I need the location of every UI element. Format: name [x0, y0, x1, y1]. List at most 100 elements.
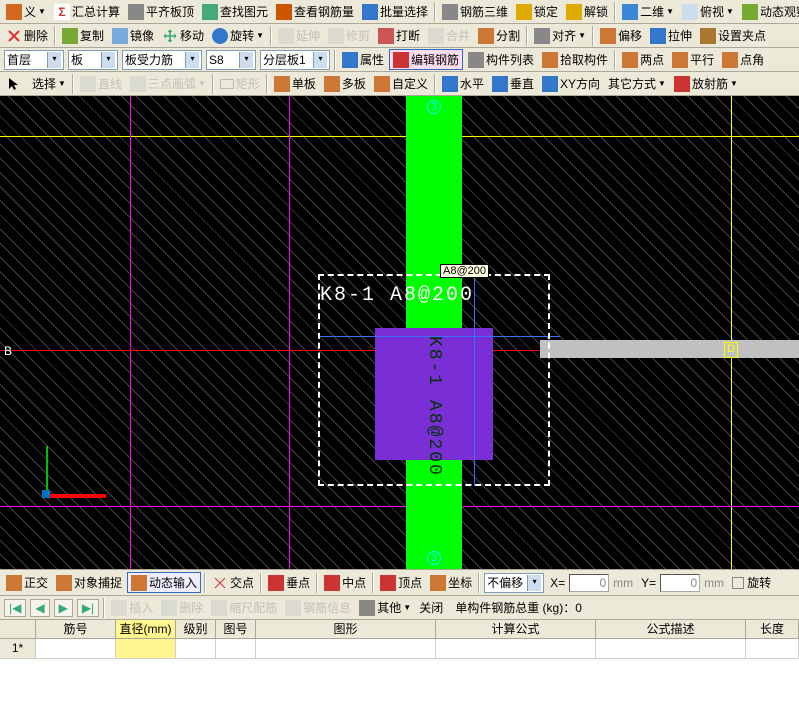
tbtn-mirror[interactable]: 镜像: [109, 26, 157, 45]
rebar-table-row-1[interactable]: 1*: [0, 639, 799, 659]
separator: [526, 26, 528, 46]
dd-offset-mode[interactable]: 不偏移▾: [484, 573, 544, 593]
row1-desc[interactable]: [596, 639, 746, 659]
tbtn-copy[interactable]: 复制: [59, 26, 107, 45]
tbtn-stretch[interactable]: 拉伸: [647, 26, 695, 45]
th-rownum[interactable]: [0, 620, 36, 639]
tbtn-point-angle[interactable]: 点角: [719, 50, 767, 69]
tbtn-sum-calc[interactable]: Σ汇总计算: [51, 2, 123, 21]
nav-first[interactable]: |◀: [4, 599, 26, 617]
tbtn-insert[interactable]: 插入: [108, 598, 156, 617]
tbtn-component-list[interactable]: 构件列表: [465, 50, 537, 69]
lbl: XY方向: [560, 75, 600, 92]
tbtn-rebar-3d[interactable]: 钢筋三维: [439, 2, 511, 21]
tbtn-parallel[interactable]: 平行: [669, 50, 717, 69]
lbl: 平齐板顶: [146, 3, 194, 20]
snap-coord[interactable]: 坐标: [427, 573, 475, 592]
tbtn-attr[interactable]: 属性: [339, 50, 387, 69]
lbl: 水平: [460, 75, 484, 92]
tbtn-multi-board[interactable]: 多板: [321, 74, 369, 93]
row1-rebarno[interactable]: [36, 639, 116, 659]
tbtn-arc3[interactable]: 三点画弧▼: [127, 74, 209, 93]
row1-figno[interactable]: [216, 639, 256, 659]
tbtn-level-top[interactable]: 平齐板顶: [125, 2, 197, 21]
tbtn-lock[interactable]: 锁定: [513, 2, 561, 21]
tbtn-rotate[interactable]: 旋转▼: [209, 26, 267, 45]
tbtn-other[interactable]: 其它方式▼: [605, 74, 669, 93]
tbtn-yi[interactable]: 义▼: [3, 2, 49, 21]
tbtn-break[interactable]: 打断: [375, 26, 423, 45]
lbl: 修剪: [346, 27, 370, 44]
tbtn-pick-component[interactable]: 拾取构件: [539, 50, 611, 69]
snap-intersect[interactable]: 交点: [209, 573, 257, 592]
cursor-icon[interactable]: [3, 75, 27, 93]
tbtn-single-board[interactable]: 单板: [271, 74, 319, 93]
tbtn-find-element[interactable]: 查找图元: [199, 2, 271, 21]
tbtn-close[interactable]: 关闭: [416, 598, 446, 617]
th-length[interactable]: 长度: [746, 620, 799, 639]
tbtn-split[interactable]: 分割: [475, 26, 523, 45]
tbtn-grip[interactable]: 设置夹点: [697, 26, 769, 45]
row1-dia[interactable]: [116, 639, 176, 659]
dd-category[interactable]: 板▾: [68, 50, 118, 70]
tbtn-custom[interactable]: 自定义: [371, 74, 431, 93]
tbtn-delete[interactable]: 删除: [3, 26, 51, 45]
tbtn-vert[interactable]: 垂直: [489, 74, 537, 93]
th-rebar-no[interactable]: 筋号: [36, 620, 116, 639]
row1-len[interactable]: [746, 639, 799, 659]
dd-subtype[interactable]: 分层板1▾: [260, 50, 330, 70]
snap-mid[interactable]: 中点: [321, 573, 369, 592]
drawing-canvas[interactable]: K8-1 A8@200 K8-1 A8@200 A8@200 B 3 3 D: [0, 96, 799, 569]
tbtn-2d[interactable]: 二维▼: [619, 2, 677, 21]
tbtn-trim[interactable]: 修剪: [325, 26, 373, 45]
y-value[interactable]: 0: [660, 574, 700, 592]
th-grade[interactable]: 级别: [176, 620, 216, 639]
th-formula[interactable]: 计算公式: [436, 620, 596, 639]
nav-last[interactable]: ▶|: [77, 599, 99, 617]
th-diameter[interactable]: 直径(mm): [116, 620, 176, 639]
tbtn-view-rebar[interactable]: 查看钢筋量: [273, 2, 357, 21]
tbtn-horiz[interactable]: 水平: [439, 74, 487, 93]
row1-grade[interactable]: [176, 639, 216, 659]
chevron-down-icon: ▾: [239, 52, 253, 68]
row1-formula[interactable]: [436, 639, 596, 659]
nav-next[interactable]: ▶: [54, 599, 73, 617]
th-formula-desc[interactable]: 公式描述: [596, 620, 746, 639]
dd-type[interactable]: 板受力筋▾: [122, 50, 202, 70]
snap-vertex[interactable]: 顶点: [377, 573, 425, 592]
row1-figure[interactable]: [256, 639, 436, 659]
tbtn-top-view[interactable]: 俯视▼: [679, 2, 737, 21]
dd-spec[interactable]: S8▾: [206, 50, 256, 70]
tbtn-del2[interactable]: 删除: [158, 598, 206, 617]
tbtn-line[interactable]: 直线: [77, 74, 125, 93]
th-figure[interactable]: 图形: [256, 620, 436, 639]
snap-ortho[interactable]: 正交: [3, 573, 51, 592]
tbtn-edit-rebar[interactable]: 编辑钢筋: [389, 49, 463, 70]
x-value[interactable]: 0: [569, 574, 609, 592]
snap-object[interactable]: 对象捕捉: [53, 573, 125, 592]
tbtn-unlock[interactable]: 解锁: [563, 2, 611, 21]
lbl: 偏移: [618, 27, 642, 44]
tbtn-scale-rebar[interactable]: 缩尺配筋: [208, 598, 280, 617]
tbtn-batch-select[interactable]: 批量选择: [359, 2, 431, 21]
chk-rotate[interactable]: 旋转: [729, 573, 774, 592]
tbtn-xy[interactable]: XY方向: [539, 74, 603, 93]
tbtn-offset[interactable]: 偏移: [597, 26, 645, 45]
tbtn-dynamic-view[interactable]: 动态观察: [739, 2, 799, 21]
dd-layer[interactable]: 首层▾: [4, 50, 64, 70]
tbtn-select[interactable]: 选择▼: [29, 74, 69, 93]
th-fig-no[interactable]: 图号: [216, 620, 256, 639]
tbtn-other2[interactable]: 其他▼: [356, 598, 414, 617]
nav-prev[interactable]: ◀: [30, 599, 49, 617]
tbtn-rect[interactable]: 矩形: [217, 74, 263, 93]
tbtn-two-pt[interactable]: 两点: [619, 50, 667, 69]
tbtn-extend[interactable]: 延伸: [275, 26, 323, 45]
tbtn-radial[interactable]: 放射筋▼: [671, 74, 741, 93]
tbtn-rebar-info[interactable]: 钢筋信息: [282, 598, 354, 617]
snap-perp[interactable]: 垂点: [265, 573, 313, 592]
snap-dyninput[interactable]: 动态输入: [127, 572, 201, 593]
tbtn-merge[interactable]: 合并: [425, 26, 473, 45]
tbtn-align[interactable]: 对齐▼: [531, 26, 589, 45]
tbtn-move[interactable]: 移动: [159, 26, 207, 45]
lbl: 查找图元: [220, 3, 268, 20]
